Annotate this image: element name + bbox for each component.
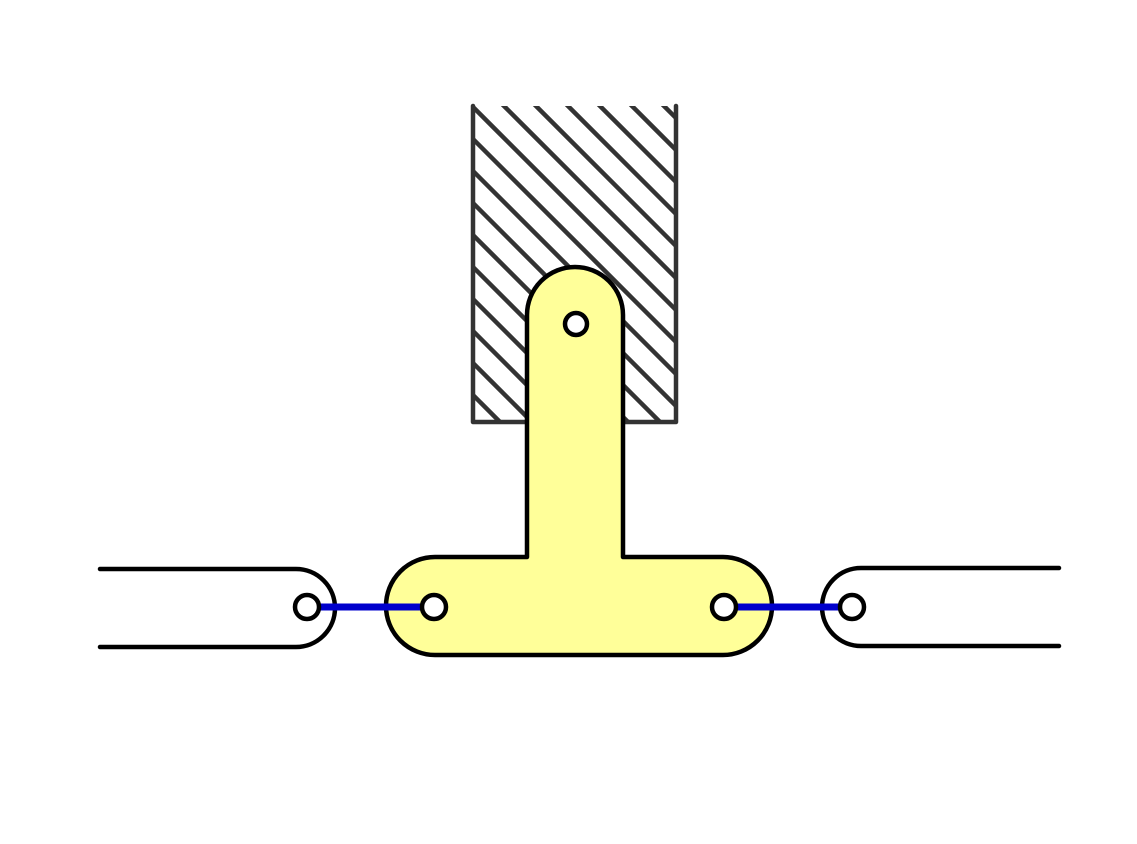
hatch-line: [660, 106, 676, 122]
hatch-line: [118, 104, 448, 434]
hatch-line: [726, 104, 1056, 434]
hatch-line: [790, 104, 1120, 434]
hatch-line: [758, 104, 1088, 434]
lever-left-pin: [419, 592, 449, 622]
pivot-pin: [562, 310, 590, 338]
hatch-line: [822, 104, 1137, 434]
hatch-line: [473, 135, 676, 346]
hatch-line: [86, 104, 416, 434]
hatch-line: [500, 106, 676, 282]
lever-right-pin: [709, 592, 739, 622]
hatch-line: [564, 106, 676, 218]
hatch-line: [473, 327, 568, 422]
hatch-line: [628, 106, 676, 154]
hatch-line: [473, 199, 676, 410]
hatch-line: [596, 106, 676, 186]
hatch-line: [694, 104, 1024, 434]
right-link-pin: [837, 592, 867, 622]
left-link-pin: [292, 592, 322, 622]
hatch-line: [473, 391, 504, 422]
hatch-line: [532, 106, 676, 250]
hatch-line: [473, 359, 536, 422]
hatch-line: [473, 106, 676, 314]
hatch-line: [150, 104, 480, 434]
